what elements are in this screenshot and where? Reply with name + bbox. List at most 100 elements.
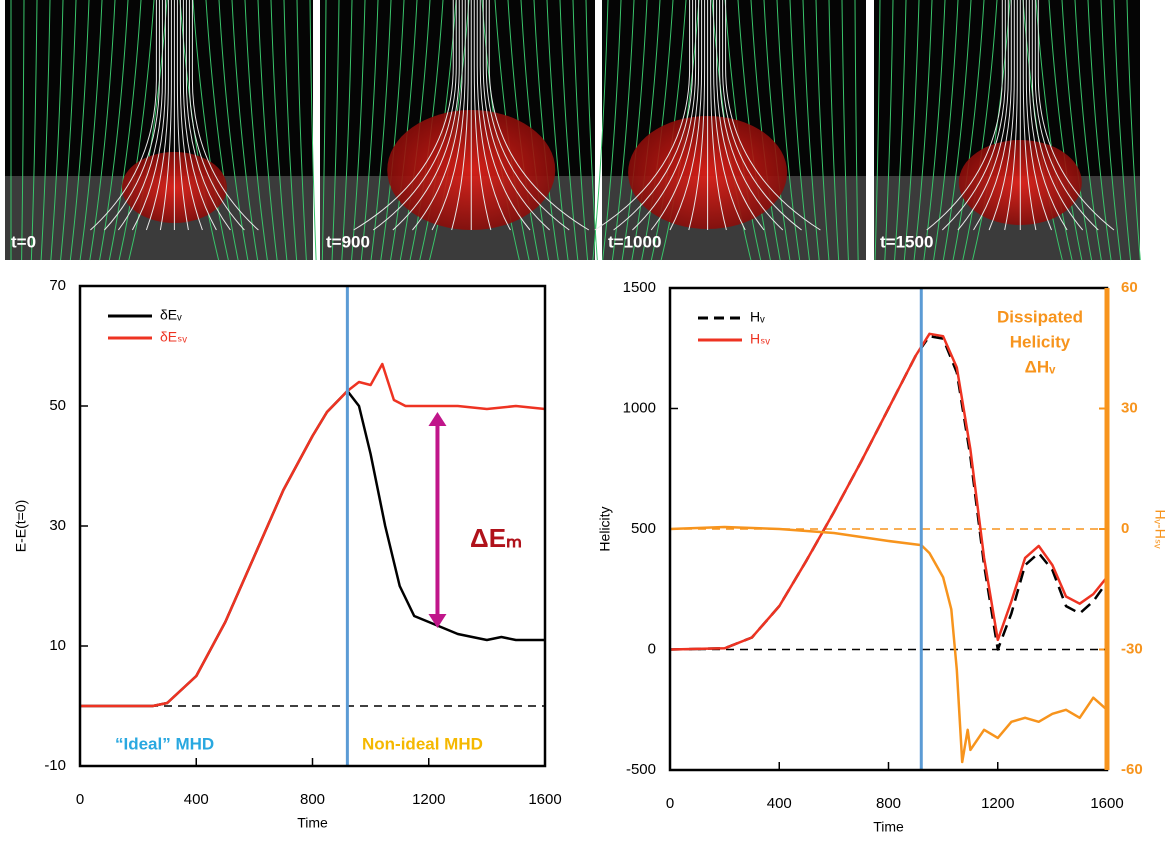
tube-line: [1004, 0, 1018, 231]
tube-line: [613, 0, 694, 231]
tube-line: [722, 0, 802, 231]
field-line: [21, 0, 25, 261]
field-line: [99, 0, 129, 261]
field-line: [128, 0, 168, 261]
field-line: [341, 0, 353, 261]
tube-line: [973, 0, 1012, 231]
x-tick-label: 400: [184, 791, 209, 808]
field-line: [1113, 0, 1132, 261]
tube-line: [90, 0, 157, 231]
field-line: [1061, 0, 1093, 261]
y-tick-label: 0: [648, 640, 656, 657]
tube-line: [488, 0, 590, 231]
field-line: [789, 0, 810, 261]
field-line: [231, 0, 259, 261]
arrow-head: [428, 412, 447, 426]
tube-line: [182, 0, 217, 231]
field-line: [218, 0, 249, 261]
x-tick-label: 1600: [1090, 795, 1123, 812]
field-line: [1048, 0, 1083, 261]
field-line: [972, 0, 1011, 261]
field-line: [296, 0, 307, 261]
y2-tick-label: -30: [1121, 640, 1143, 657]
x-tick-label: 1200: [412, 791, 445, 808]
field-line: [942, 0, 972, 261]
field-line: [1074, 0, 1102, 261]
data-line: [669, 332, 1108, 651]
field-line: [923, 0, 946, 261]
data-line: [80, 362, 546, 708]
x-tick-label: 0: [666, 795, 674, 812]
field-line: [952, 0, 985, 261]
field-line: [1100, 0, 1122, 261]
tube-line: [353, 0, 454, 231]
image-panel: t=900: [320, 0, 598, 261]
field-line: [89, 0, 116, 261]
tube-line: [713, 0, 746, 231]
field-line: [1035, 0, 1073, 261]
field-line: [763, 0, 791, 261]
x-axis-label: Time: [297, 815, 328, 831]
field-line: [592, 0, 609, 261]
tube-line: [957, 0, 1009, 231]
field-line: [828, 0, 840, 261]
plot-frame: [78, 284, 547, 768]
field-line: [283, 0, 298, 261]
legend-label: δEᵥ: [160, 307, 182, 323]
field-line: [884, 0, 894, 261]
tube-line: [479, 0, 531, 231]
field-line: [874, 0, 881, 261]
tube-line: [650, 0, 700, 231]
y2-tick-label: 30: [1121, 399, 1138, 416]
tube-line: [191, 0, 259, 231]
tube-line: [431, 0, 466, 231]
field-line: [257, 0, 278, 261]
field-line: [380, 0, 405, 261]
annotation: Non-ideal MHD: [362, 734, 483, 753]
tube-line: [485, 0, 570, 231]
tube-line: [710, 0, 727, 231]
legend-label: Hₛᵥ: [750, 331, 770, 347]
field-line: [854, 0, 859, 261]
field-line: [776, 0, 801, 261]
field-line: [360, 0, 379, 261]
field-line: [118, 0, 155, 261]
arrow-head: [428, 614, 447, 628]
field-line: [1126, 0, 1141, 261]
panel-label: t=900: [326, 232, 370, 251]
x-tick-label: 800: [876, 795, 901, 812]
tube-line: [185, 0, 231, 231]
image-panel: t=1500: [874, 0, 1141, 261]
legend-label: Hᵥ: [750, 309, 765, 325]
annotation: ΔHᵥ: [1025, 357, 1056, 376]
tube-line: [1022, 0, 1037, 231]
field-line: [244, 0, 268, 261]
field-line: [933, 0, 959, 261]
tube-line: [716, 0, 765, 231]
field-line: [962, 0, 998, 261]
y2-tick-label: 0: [1121, 520, 1129, 537]
tube-line: [1034, 0, 1099, 231]
field-line: [894, 0, 907, 261]
field-line: [546, 0, 569, 261]
field-line: [903, 0, 920, 261]
tube-line: [926, 0, 1003, 231]
tube-line: [176, 0, 189, 231]
field-line: [79, 0, 103, 261]
field-line: [572, 0, 589, 261]
x-tick-label: 0: [76, 791, 84, 808]
field-line: [559, 0, 579, 261]
tube-line: [632, 0, 697, 231]
tube-line: [412, 0, 463, 231]
field-line: [321, 0, 327, 261]
tube-line: [1028, 0, 1068, 231]
tube-line: [159, 0, 172, 231]
tube-line: [392, 0, 460, 231]
annotation: Dissipated: [997, 307, 1083, 326]
tube-line: [179, 0, 203, 231]
legend-label: δEₛᵥ: [160, 329, 187, 345]
data-line: [669, 525, 1108, 764]
y-tick-label: 10: [49, 637, 66, 654]
field-line: [602, 0, 622, 261]
